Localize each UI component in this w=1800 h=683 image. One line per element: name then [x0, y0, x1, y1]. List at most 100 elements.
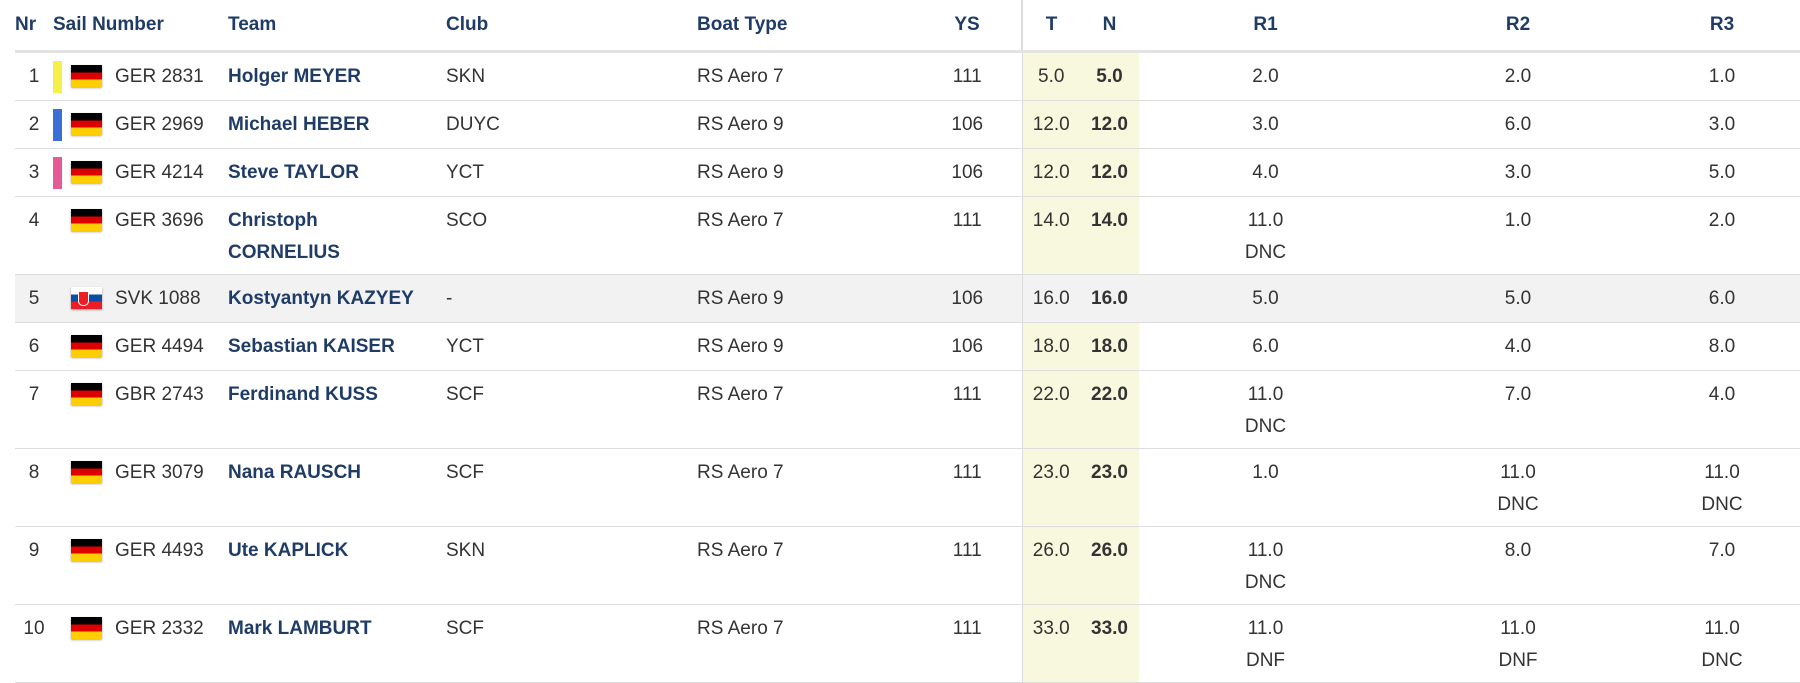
team-link[interactable]: Ferdinand KUSS	[228, 384, 378, 405]
rank: 1	[28, 66, 40, 87]
sail-number: GER 3696	[115, 210, 204, 231]
table-row[interactable]: 4 GER 3696 Christoph CORNELIUS SCO RS Aero 7 1…	[15, 196, 1800, 275]
header-r3[interactable]: R3	[1644, 0, 1800, 53]
table-row[interactable]: 3 GER 4214 Steve TAYLOR YCT RS Aero 9 106 12.0…	[15, 148, 1800, 197]
table-row[interactable]: 1 GER 2831 Holger MEYER SKN RS Aero 7 111 5.0 5…	[15, 51, 1800, 101]
germany-flag-icon	[71, 64, 102, 87]
team-link[interactable]: Mark LAMBURT	[228, 618, 372, 639]
net-points: 16.0	[1091, 288, 1128, 309]
race-3-score: 11.0	[1704, 462, 1740, 483]
germany-flag-icon	[71, 208, 102, 231]
rank: 4	[28, 210, 40, 231]
net-points: 23.0	[1091, 462, 1128, 483]
germany-flag-icon	[71, 460, 102, 483]
yardstick: 111	[952, 384, 982, 405]
team-link[interactable]: Ute KAPLICK	[228, 540, 348, 561]
boat-type: RS Aero 9	[697, 114, 784, 135]
rank: 10	[23, 618, 45, 639]
yardstick: 111	[952, 618, 982, 639]
header-team[interactable]: Team	[228, 0, 446, 53]
team-name: Nana RAUSCH	[228, 462, 362, 483]
sail-number: GER 2831	[115, 66, 204, 87]
club: SCO	[446, 210, 488, 231]
team-link[interactable]: Michael HEBER	[228, 114, 369, 135]
race-3-score: 2.0	[1708, 210, 1736, 231]
race-3-score: 1.0	[1708, 66, 1736, 87]
marker-blue	[53, 109, 62, 141]
race-1-score: 11.0	[1247, 618, 1284, 639]
team-link[interactable]: Holger MEYER	[228, 66, 361, 87]
header-ys[interactable]: YS	[913, 0, 1022, 53]
table-row[interactable]: 2 GER 2969 Michael HEBER DUYC RS Aero 9 106 12…	[15, 100, 1800, 149]
header-nr[interactable]: Nr	[15, 0, 53, 53]
table-row[interactable]: 5 SVK 1088 Kostyantyn KAZYEY - RS Aero 9 106 1…	[15, 274, 1800, 323]
team-link[interactable]: Steve TAYLOR	[228, 162, 359, 183]
net-points: 33.0	[1091, 618, 1128, 639]
race-1-score: 2.0	[1252, 66, 1279, 87]
race-1-score: 11.0	[1247, 384, 1284, 405]
club: DUYC	[446, 114, 500, 135]
rank: 5	[28, 288, 40, 309]
race-2-score: 7.0	[1504, 384, 1532, 405]
race-1-score: 6.0	[1252, 336, 1279, 357]
total-points: 12.0	[1032, 114, 1070, 135]
sail-number: GER 4493	[115, 540, 204, 561]
marker-yellow	[53, 61, 62, 93]
boat-type: RS Aero 9	[697, 288, 784, 309]
race-2-score: 5.0	[1504, 288, 1532, 309]
team-name: Holger MEYER	[228, 66, 362, 87]
boat-type: RS Aero 9	[697, 162, 784, 183]
boat-type: RS Aero 7	[697, 384, 784, 405]
net-points: 18.0	[1091, 336, 1128, 357]
header-r1[interactable]: R1	[1139, 0, 1392, 53]
table-row[interactable]: 6 GER 4494 Sebastian KAISER YCT RS Aero 9 106…	[15, 322, 1800, 371]
header-net[interactable]: N	[1080, 0, 1139, 53]
header-sail-number[interactable]: Sail Number	[53, 0, 228, 53]
germany-flag-icon	[71, 112, 102, 135]
race-1-score: 5.0	[1252, 288, 1279, 309]
table-row[interactable]: 7 GBR 2743 Ferdinand KUSS SCF RS Aero 7 111 22…	[15, 370, 1800, 449]
rank: 6	[28, 336, 40, 357]
club: YCT	[446, 162, 484, 183]
header-row: Nr Sail Number Team Club Boat Type YS T …	[15, 0, 1800, 53]
race-1-score: 3.0	[1252, 114, 1279, 135]
header-club[interactable]: Club	[446, 0, 697, 53]
rank: 2	[28, 114, 40, 135]
total-points: 26.0	[1032, 540, 1070, 561]
total-points: 33.0	[1032, 618, 1070, 639]
header-boat-type[interactable]: Boat Type	[697, 0, 913, 53]
total-points: 12.0	[1032, 162, 1070, 183]
race-1-score: 11.0	[1247, 210, 1284, 231]
team-link[interactable]: Kostyantyn KAZYEY	[228, 288, 414, 309]
germany-flag-icon	[71, 538, 102, 561]
team-link[interactable]: Christoph CORNELIUS	[228, 210, 446, 269]
race-1-code: DNC	[1244, 572, 1287, 593]
race-1-code: DNC	[1244, 416, 1287, 437]
rank: 3	[28, 162, 40, 183]
slovakia-flag-icon	[71, 286, 102, 309]
race-2-score: 11.0	[1500, 462, 1536, 483]
header-r2[interactable]: R2	[1392, 0, 1644, 53]
team-link[interactable]: Nana RAUSCH	[228, 462, 361, 483]
boat-type: RS Aero 7	[697, 540, 784, 561]
table-row[interactable]: 10 GER 2332 Mark LAMBURT SCF RS Aero 7 111 33.…	[15, 604, 1800, 683]
yardstick: 106	[951, 288, 984, 309]
table-row[interactable]: 8 GER 3079 Nana RAUSCH SCF RS Aero 7 111 23.0 2…	[15, 448, 1800, 527]
team-link[interactable]: Sebastian KAISER	[228, 336, 395, 357]
sail-number: GBR 2743	[115, 384, 204, 405]
rank: 7	[28, 384, 40, 405]
header-total[interactable]: T	[1021, 0, 1080, 53]
team-name-line2: CORNELIUS	[228, 242, 340, 263]
rank: 8	[28, 462, 40, 483]
team-name: Sebastian KAISER	[228, 336, 395, 357]
race-2-score: 4.0	[1504, 336, 1532, 357]
team-name: Steve TAYLOR	[228, 162, 359, 183]
team-name: Michael HEBER	[228, 114, 370, 135]
race-3-code: DNC	[1701, 494, 1743, 515]
net-points: 12.0	[1091, 162, 1128, 183]
yardstick: 111	[952, 462, 982, 483]
table-row[interactable]: 9 GER 4493 Ute KAPLICK SKN RS Aero 7 111 26.0 2…	[15, 526, 1800, 605]
total-points: 16.0	[1032, 288, 1070, 309]
yardstick: 111	[952, 66, 982, 87]
